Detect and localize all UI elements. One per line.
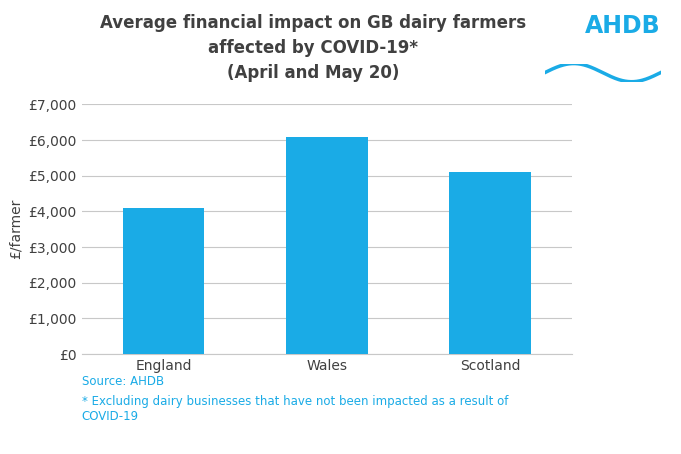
Text: * Excluding dairy businesses that have not been impacted as a result of
COVID-19: * Excluding dairy businesses that have n… bbox=[82, 395, 508, 423]
Y-axis label: £/farmer: £/farmer bbox=[9, 199, 23, 259]
Text: Source: AHDB: Source: AHDB bbox=[82, 375, 164, 388]
Bar bbox=[449, 172, 531, 354]
Bar bbox=[123, 208, 204, 354]
Text: Average financial impact on GB dairy farmers
affected by COVID-19*
(April and Ma: Average financial impact on GB dairy far… bbox=[100, 14, 526, 82]
Bar bbox=[286, 137, 368, 354]
Text: AHDB: AHDB bbox=[585, 14, 661, 38]
